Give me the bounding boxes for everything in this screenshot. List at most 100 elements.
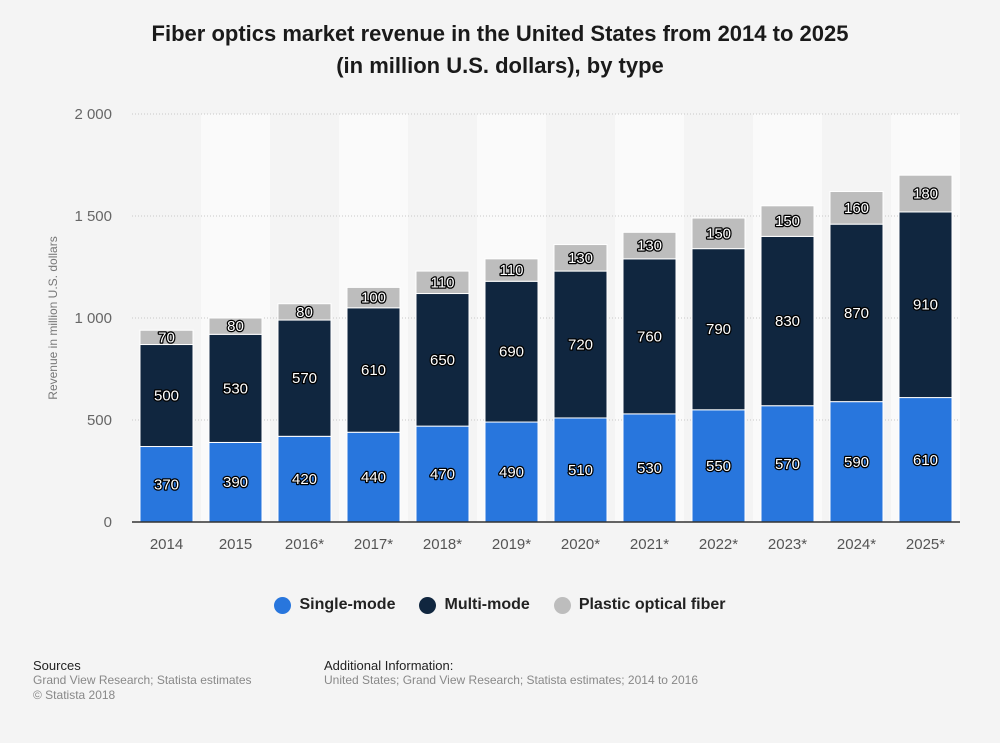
data-label: 160 [844, 200, 869, 217]
bar-segment-plastic-optical-fiber [829, 191, 884, 225]
x-tick-label: 2014 [150, 536, 183, 553]
bar-segment-plastic-optical-fiber [553, 244, 608, 272]
data-label: 910 [913, 297, 938, 314]
bar-segment-single-mode [346, 431, 401, 523]
bar-segment-multi-mode [760, 235, 815, 407]
y-tick-label: 1 000 [74, 310, 112, 327]
data-label: 830 [775, 313, 800, 330]
data-label: 470 [430, 466, 455, 483]
legend-swatch-single-mode [274, 596, 292, 614]
bar-segment-multi-mode [415, 293, 470, 427]
legend-label-single-mode: Single-mode [299, 596, 396, 613]
data-label: 490 [499, 464, 524, 481]
bar-segment-plastic-optical-fiber [415, 270, 470, 295]
y-tick-label: 500 [87, 412, 112, 429]
data-label: 80 [227, 318, 244, 335]
bar-segment-single-mode [553, 417, 608, 523]
bar-segment-single-mode [415, 425, 470, 523]
x-tick-label: 2019* [492, 536, 531, 553]
x-tick-label: 2023* [768, 536, 807, 553]
data-label: 110 [431, 274, 455, 291]
sources-line-1: Grand View Research; Statista estimates [33, 673, 252, 687]
bar-segment-plastic-optical-fiber [898, 174, 953, 213]
data-label: 150 [706, 225, 731, 242]
bar-segment-single-mode [898, 397, 953, 523]
legend-label-plastic-optical-fiber: Plastic optical fiber [578, 596, 726, 613]
x-tick-label: 2018* [423, 536, 462, 553]
x-tick-label: 2015 [219, 536, 252, 553]
data-label: 720 [568, 337, 593, 354]
data-label: 870 [844, 305, 869, 322]
x-tick-label: 2024* [837, 536, 876, 553]
data-label: 760 [637, 328, 662, 345]
data-label: 510 [568, 462, 593, 479]
bar-segment-multi-mode [208, 333, 263, 443]
x-tick-label: 2022* [699, 536, 738, 553]
bar-segment-plastic-optical-fiber [484, 258, 539, 282]
bar-segment-multi-mode [691, 248, 746, 411]
x-tick-label: 2025* [906, 536, 945, 553]
y-tick-label: 2 000 [74, 106, 112, 123]
data-label: 570 [775, 456, 800, 473]
data-label: 530 [637, 460, 662, 477]
chart-title-line-2: (in million U.S. dollars), by type [336, 53, 664, 78]
chart-legend: Single-mode Multi-mode Plastic optical f… [0, 596, 1000, 614]
bar-segment-plastic-optical-fiber [346, 286, 401, 309]
data-label: 650 [430, 352, 455, 369]
data-label: 790 [706, 321, 731, 338]
bar-segment-multi-mode [898, 211, 953, 399]
data-label: 690 [499, 344, 524, 361]
bar-segment-plastic-optical-fiber [208, 317, 263, 335]
bar-segment-single-mode [691, 409, 746, 523]
sources-block: Sources Grand View Research; Statista es… [33, 658, 252, 703]
legend-item-single-mode[interactable]: Single-mode [274, 596, 395, 614]
legend-swatch-plastic-optical-fiber [553, 596, 571, 614]
data-label: 80 [296, 304, 313, 321]
bar-segment-plastic-optical-fiber [622, 231, 677, 260]
data-label: 570 [292, 370, 317, 387]
data-label: 180 [913, 186, 938, 203]
bar-segment-multi-mode [277, 319, 332, 437]
y-tick-label: 0 [104, 514, 112, 531]
x-tick-label: 2016* [285, 536, 324, 553]
bar-segment-plastic-optical-fiber [277, 303, 332, 321]
data-label: 130 [637, 238, 662, 255]
data-label: 70 [158, 329, 175, 346]
sources-line-2: © Statista 2018 [33, 688, 116, 702]
bar-segment-single-mode [484, 421, 539, 523]
legend-item-multi-mode[interactable]: Multi-mode [419, 596, 530, 614]
data-label: 100 [361, 290, 386, 307]
x-tick-label: 2017* [354, 536, 393, 553]
additional-info-line-1: United States; Grand View Research; Stat… [324, 673, 698, 687]
bar-segment-plastic-optical-fiber [139, 329, 194, 346]
additional-info-block: Additional Information: United States; G… [324, 658, 698, 688]
legend-label-multi-mode: Multi-mode [444, 596, 530, 613]
y-axis-label: Revenue in million U.S. dollars [46, 236, 60, 399]
bar-segment-plastic-optical-fiber [760, 205, 815, 237]
data-label: 610 [913, 452, 938, 469]
data-label: 530 [223, 380, 248, 397]
data-label: 440 [361, 469, 386, 486]
sources-heading: Sources [33, 658, 81, 673]
additional-info-heading: Additional Information: [324, 658, 454, 673]
legend-swatch-multi-mode [419, 596, 437, 614]
legend-item-plastic-optical-fiber[interactable]: Plastic optical fiber [553, 596, 726, 614]
data-label: 370 [154, 476, 179, 493]
chart-title-line-1: Fiber optics market revenue in the Unite… [151, 21, 849, 46]
bar-segment-multi-mode [484, 280, 539, 423]
bar-segment-single-mode [829, 401, 884, 523]
x-tick-label: 2021* [630, 536, 669, 553]
data-label: 110 [500, 262, 524, 279]
bar-segment-multi-mode [553, 270, 608, 419]
bar-segment-single-mode [208, 441, 263, 523]
data-label: 420 [292, 471, 317, 488]
bar-segment-multi-mode [829, 223, 884, 403]
data-label: 130 [568, 250, 593, 267]
chart-title: Fiber optics market revenue in the Unite… [50, 18, 950, 82]
x-tick-label: 2020* [561, 536, 600, 553]
data-label: 500 [154, 388, 179, 405]
stacked-bar-chart: 0 500 1 000 1 500 2 000 Revenue in million U.… [46, 106, 960, 553]
bar-segment-plastic-optical-fiber [691, 217, 746, 250]
data-label: 150 [775, 213, 800, 230]
data-label: 610 [361, 362, 386, 379]
